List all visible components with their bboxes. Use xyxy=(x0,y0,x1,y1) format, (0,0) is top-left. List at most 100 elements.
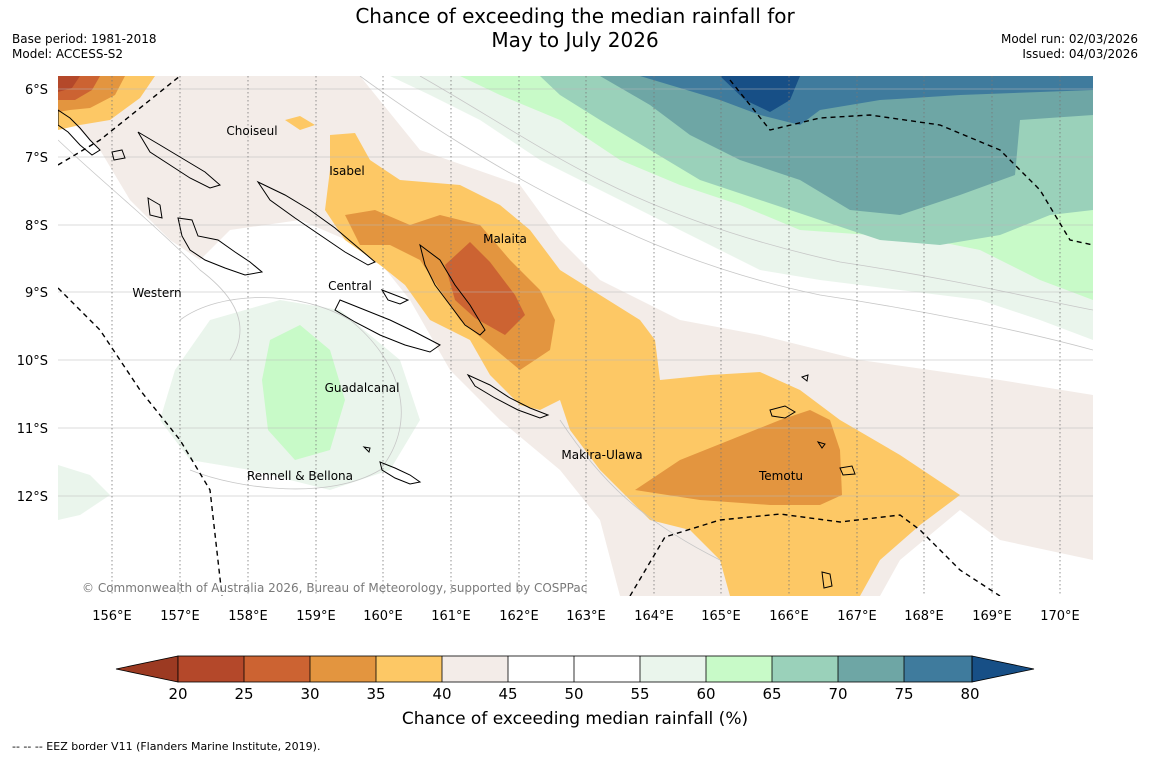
lon-label: 157°E xyxy=(160,609,200,624)
lon-label: 159°E xyxy=(296,609,336,624)
base-period: Base period: 1981-2018 xyxy=(12,32,157,46)
region-labels: Choiseul Isabel Malaita Western Central … xyxy=(132,124,803,483)
contour-fill-30-35-temotu xyxy=(635,410,842,505)
lat-label: 6°S xyxy=(25,83,48,98)
vella-coast xyxy=(147,197,163,219)
lon-label: 162°E xyxy=(499,609,539,624)
lon-label: 165°E xyxy=(701,609,741,624)
colorbar-dividers xyxy=(243,656,905,682)
contour-fill-above-80 xyxy=(720,76,800,112)
eez-border xyxy=(58,76,1093,596)
lat-label: 11°S xyxy=(17,422,48,437)
lat-label: 12°S xyxy=(17,490,48,505)
lat-label: 7°S xyxy=(25,151,48,166)
lon-label: 167°E xyxy=(837,609,877,624)
colorbar-tick: 70 xyxy=(828,685,847,700)
malaita-coast xyxy=(419,243,486,336)
map-title-line2: May to July 2026 xyxy=(491,28,659,52)
reef-islands-coast xyxy=(800,374,809,382)
issued-date: Issued: 04/03/2026 xyxy=(1022,47,1138,61)
colorbar-tick: 30 xyxy=(300,685,319,700)
colorbar-swatch xyxy=(772,656,838,682)
lon-label: 161°E xyxy=(431,609,471,624)
colorbar-swatch xyxy=(178,656,244,682)
colorbar-tick: 60 xyxy=(696,685,715,700)
isabel-coast xyxy=(256,180,376,266)
model-run: Model run: 02/03/2026 xyxy=(1000,32,1138,46)
contour-fill-20-25-nw xyxy=(58,76,80,92)
colorbar-tick: 45 xyxy=(498,685,517,700)
lon-label: 168°E xyxy=(904,609,944,624)
colorbar-low-extend xyxy=(115,655,179,683)
colorbar: 20 25 30 35 40 45 50 55 60 65 70 75 80 xyxy=(115,655,1035,700)
map-body xyxy=(58,76,1093,596)
colorbar-swatch xyxy=(640,656,706,682)
lon-label: 163°E xyxy=(566,609,606,624)
lat-gridlines xyxy=(58,88,1093,497)
colorbar-swatch xyxy=(310,656,376,682)
guadalcanal-coast xyxy=(334,299,441,353)
bougainville-coast xyxy=(58,109,101,156)
contour-fill-35-40-choiseul xyxy=(285,116,315,130)
colorbar-tick: 65 xyxy=(762,685,781,700)
colorbar-swatch xyxy=(838,656,904,682)
lon-gridlines xyxy=(111,76,1061,596)
colorbar-swatch xyxy=(904,656,972,682)
lat-label: 8°S xyxy=(25,219,48,234)
colorbar-frame xyxy=(177,655,973,683)
meta-left: Base period: 1981-2018 Model: ACCESS-S2 xyxy=(12,32,157,62)
lon-label: 156°E xyxy=(92,609,132,624)
contour-fill-70-75 xyxy=(600,76,1093,215)
utupua-coast xyxy=(816,441,826,449)
lon-labels: 156°E 157°E 158°E 159°E 160°E 161°E 162°… xyxy=(92,609,1080,624)
colorbar-tick: 75 xyxy=(894,685,913,700)
region-label-temotu: Temotu xyxy=(758,469,803,483)
meta-right: Model run: 02/03/2026 Issued: 04/03/2026 xyxy=(1001,32,1138,62)
bellona-coast xyxy=(362,446,371,453)
colorbar-tick: 55 xyxy=(630,685,649,700)
lon-label: 158°E xyxy=(228,609,268,624)
region-label-isabel: Isabel xyxy=(329,164,364,178)
tikopia-coast xyxy=(821,571,833,589)
rainfall-map: 6°S 7°S 8°S 9°S 10°S 11°S 12°S 156°E 157… xyxy=(17,76,1093,700)
lon-label: 170°E xyxy=(1040,609,1080,624)
region-label-choiseul: Choiseul xyxy=(226,124,277,138)
colorbar-tick: 20 xyxy=(168,685,187,700)
rennell-coast xyxy=(379,461,422,485)
contour-fill-60-65-guadalcanal xyxy=(262,325,345,460)
lon-label: 164°E xyxy=(634,609,674,624)
colorbar-tick: 35 xyxy=(366,685,385,700)
lat-labels: 6°S 7°S 8°S 9°S 10°S 11°S 12°S xyxy=(17,83,48,505)
santa-cruz-coast xyxy=(769,405,796,419)
region-label-makira-ulawa: Makira-Ulawa xyxy=(561,448,642,462)
new-georgia-coast xyxy=(177,217,264,276)
colorbar-tick: 80 xyxy=(960,685,979,700)
colorbar-swatch xyxy=(508,656,574,682)
colorbar-swatch xyxy=(442,656,508,682)
eez-footnote: -- -- -- EEZ border V11 (Flanders Marine… xyxy=(12,740,321,753)
florida-coast xyxy=(380,289,410,305)
region-label-central: Central xyxy=(328,279,372,293)
region-label-rennell-bellona: Rennell & Bellona xyxy=(247,469,353,483)
lat-label: 10°S xyxy=(17,354,48,369)
shortland-coast xyxy=(111,149,126,161)
lat-label: 9°S xyxy=(25,286,48,301)
colorbar-tick: 50 xyxy=(564,685,583,700)
colorbar-swatch xyxy=(574,656,640,682)
region-label-western: Western xyxy=(132,286,181,300)
lon-label: 169°E xyxy=(972,609,1012,624)
region-label-malaita: Malaita xyxy=(483,232,527,246)
model-name: Model: ACCESS-S2 xyxy=(12,47,124,61)
choiseul-coast xyxy=(137,131,222,189)
map-title-line1: Chance of exceeding the median rainfall … xyxy=(355,4,795,28)
colorbar-tick: 40 xyxy=(432,685,451,700)
colorbar-ticks: 20 25 30 35 40 45 50 55 60 65 70 75 80 xyxy=(168,685,979,700)
region-label-guadalcanal: Guadalcanal xyxy=(325,381,400,395)
vanikoro-coast xyxy=(839,465,856,476)
colorbar-swatch xyxy=(706,656,772,682)
coastlines xyxy=(58,109,856,589)
colorbar-swatch xyxy=(244,656,310,682)
contour-lines xyxy=(58,76,1093,561)
colorbar-swatch xyxy=(376,656,442,682)
makira-coast xyxy=(466,373,550,419)
